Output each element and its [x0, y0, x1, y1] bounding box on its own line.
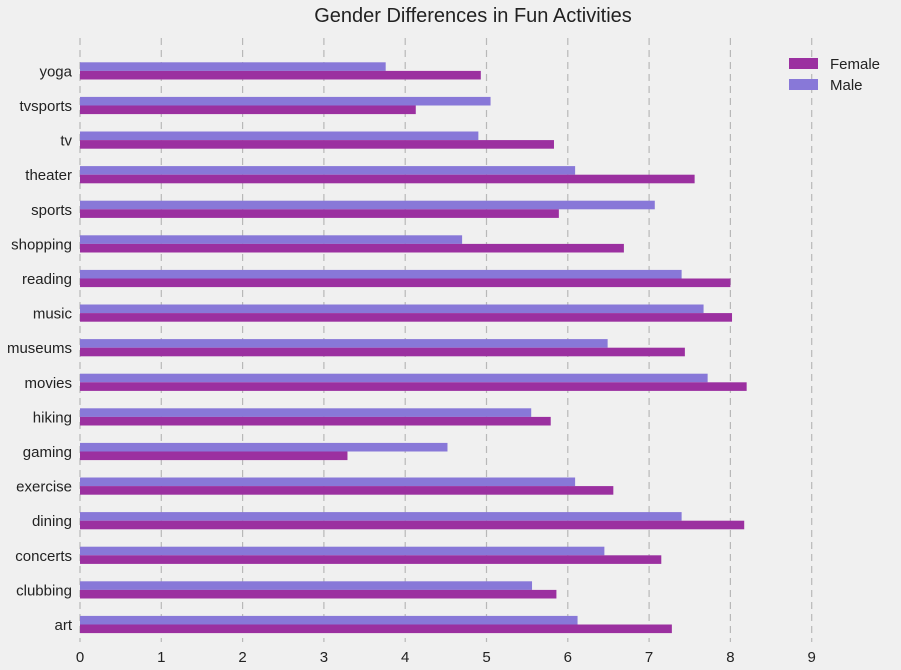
x-tick-label: 3 [320, 649, 328, 666]
bar-female-art [80, 624, 672, 634]
bar-male-art [80, 615, 578, 625]
legend-label-male: Male [830, 77, 863, 94]
bar-female-theater [80, 174, 695, 184]
legend-swatch-male [789, 79, 818, 90]
legend-label-female: Female [830, 56, 880, 73]
bar-female-sports [80, 209, 559, 218]
y-tick-label: art [54, 617, 72, 634]
bar-female-tv [80, 140, 554, 149]
y-tick-labels: art clubbing concerts dining exercise gaming h… [7, 63, 73, 634]
bar-female-tvsports [80, 105, 416, 115]
chart-title: Gender Differences in Fun Activities [314, 5, 632, 27]
bar-male-yoga [80, 62, 386, 71]
legend: Female Male [789, 56, 880, 94]
bar-male-exercise [80, 477, 576, 487]
y-tick-label: hiking [33, 409, 72, 426]
bar-male-gaming [80, 442, 448, 452]
bar-female-reading [80, 278, 731, 288]
bar-female-museums [80, 347, 685, 357]
legend-swatch-female [789, 58, 818, 69]
y-tick-label: dining [32, 513, 72, 530]
bar-male-concerts [80, 546, 605, 556]
bar-male-theater [80, 166, 576, 175]
bar-male-hiking [80, 408, 532, 417]
x-tick-labels: 0 1 2 3 4 5 6 7 8 9 [76, 649, 816, 666]
y-tick-label: tvsports [19, 98, 72, 115]
x-tick-label: 1 [157, 649, 165, 666]
bar-male-tv [80, 131, 479, 141]
x-tick-label: 6 [564, 649, 572, 666]
y-tick-label: gaming [23, 444, 72, 461]
bar-female-concerts [80, 555, 662, 564]
y-tick-label: tv [60, 133, 72, 150]
bar-male-clubbing [80, 581, 533, 590]
bar-female-dining [80, 520, 745, 530]
bar-female-gaming [80, 451, 348, 461]
y-tick-label: clubbing [16, 582, 72, 599]
x-tick-label: 5 [482, 649, 490, 666]
bar-female-shopping [80, 243, 624, 253]
bar-female-exercise [80, 486, 614, 495]
bar-male-music [80, 304, 704, 314]
y-tick-label: concerts [15, 548, 72, 565]
y-tick-label: reading [22, 271, 72, 288]
bar-male-shopping [80, 235, 463, 244]
bar-female-hiking [80, 416, 551, 426]
bar-male-dining [80, 512, 682, 521]
bars [80, 62, 747, 634]
x-tick-label: 0 [76, 649, 84, 666]
bar-male-movies [80, 373, 708, 383]
y-tick-label: museums [7, 340, 72, 357]
bar-male-museums [80, 339, 608, 348]
bar-male-reading [80, 269, 682, 279]
y-tick-label: music [33, 306, 73, 323]
y-tick-label: movies [24, 375, 72, 392]
x-tick-label: 4 [401, 649, 409, 666]
bar-male-tvsports [80, 96, 491, 106]
x-tick-label: 8 [726, 649, 734, 666]
y-tick-label: exercise [16, 479, 72, 496]
y-tick-label: theater [25, 167, 72, 184]
bar-female-music [80, 313, 733, 322]
y-tick-label: shopping [11, 236, 72, 253]
bar-male-sports [80, 200, 655, 210]
y-tick-label: yoga [39, 63, 72, 80]
x-tick-label: 2 [238, 649, 246, 666]
bar-female-movies [80, 382, 747, 391]
x-tick-label: 9 [808, 649, 816, 666]
x-tick-label: 7 [645, 649, 653, 666]
bar-female-clubbing [80, 589, 557, 599]
y-tick-label: sports [31, 202, 72, 219]
bar-female-yoga [80, 70, 481, 80]
